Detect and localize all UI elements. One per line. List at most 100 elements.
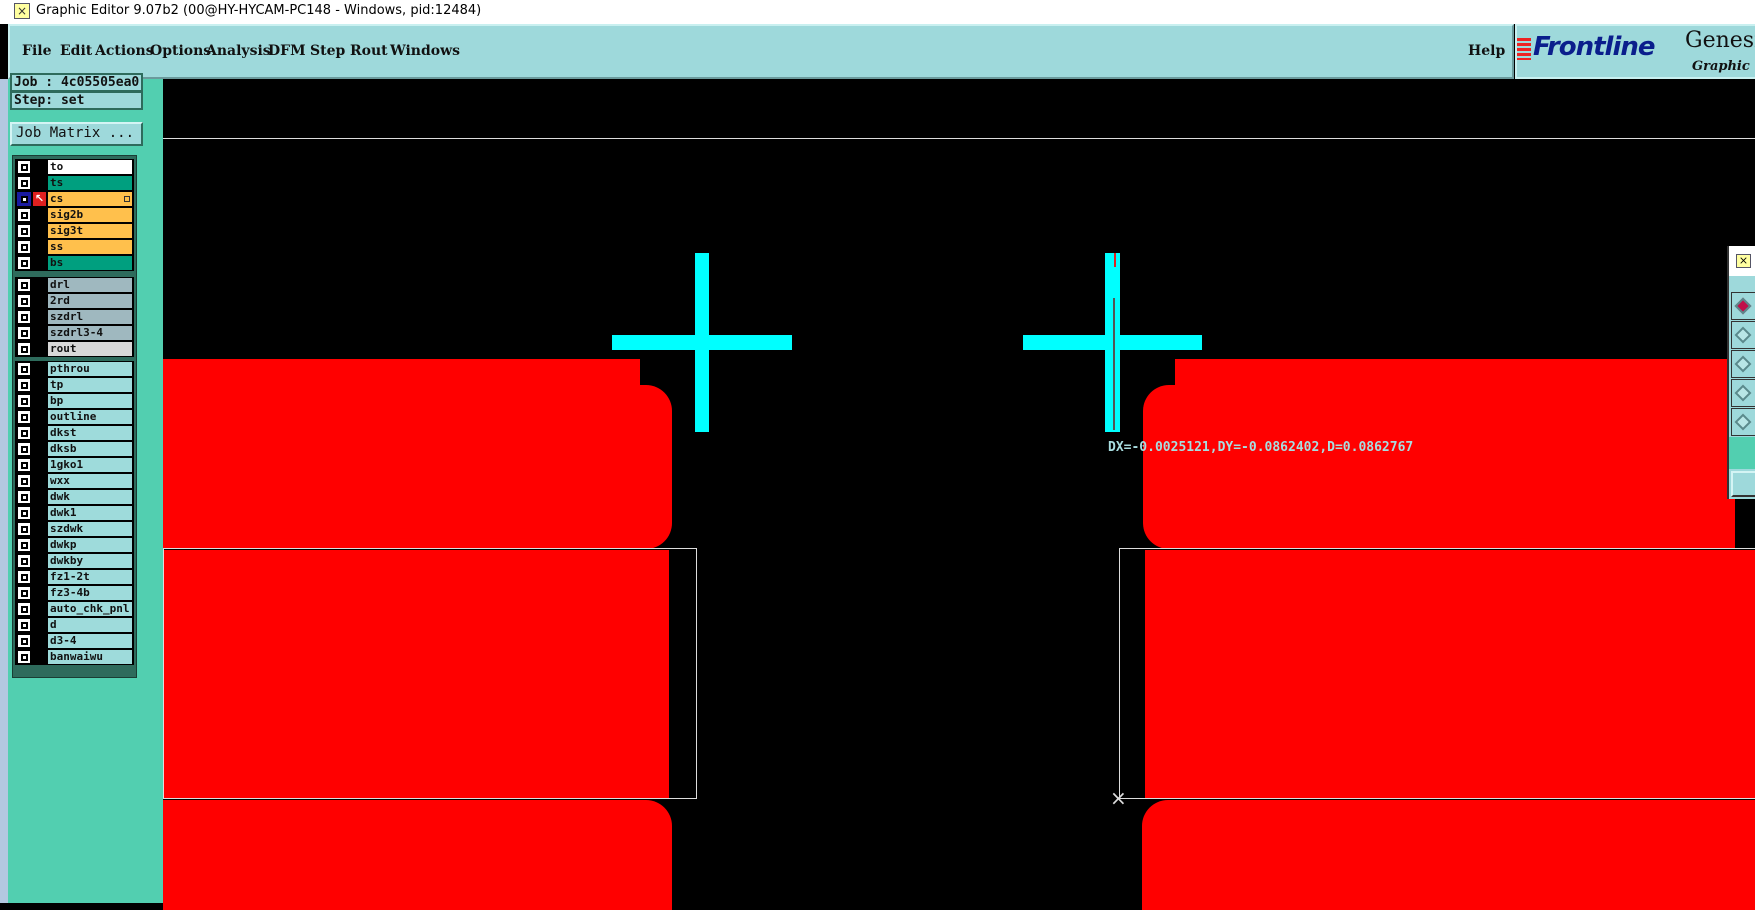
layer-name[interactable]: 2rd [48, 294, 132, 308]
layer-checkbox[interactable] [17, 160, 31, 174]
dialog-radio-4[interactable] [1731, 379, 1755, 407]
layer-row-dksb[interactable]: dksb [15, 441, 134, 457]
layer-name[interactable]: tp [48, 378, 132, 392]
layer-checkbox[interactable] [17, 224, 31, 238]
layer-row-outline[interactable]: outline [15, 409, 134, 425]
layer-name[interactable]: dwkp [48, 538, 132, 552]
layer-name[interactable]: szdwk [48, 522, 132, 536]
dialog-radio-2[interactable] [1731, 321, 1755, 349]
layer-name[interactable]: dwkby [48, 554, 132, 568]
layer-name[interactable]: dkst [48, 426, 132, 440]
layer-checkbox[interactable] [17, 208, 31, 222]
layer-row-bs[interactable]: bs [15, 255, 134, 271]
layer-checkbox[interactable] [17, 294, 31, 308]
layer-name[interactable]: cs [48, 192, 132, 206]
layer-row-sig2b[interactable]: sig2b [15, 207, 134, 223]
menu-actions[interactable]: Actions [95, 43, 154, 59]
menu-help[interactable]: Help [1468, 43, 1506, 59]
layer-checkbox[interactable] [17, 256, 31, 270]
layer-row-auto_chk_pnl[interactable]: auto_chk_pnl [15, 601, 134, 617]
menu-options[interactable]: Options [150, 43, 212, 59]
layer-checkbox[interactable] [17, 176, 31, 190]
layer-name[interactable]: dwk [48, 490, 132, 504]
layer-row-bp[interactable]: bp [15, 393, 134, 409]
layer-checkbox[interactable] [17, 458, 31, 472]
layer-checkbox[interactable] [17, 522, 31, 536]
layer-row-fz3-4b[interactable]: fz3-4b [15, 585, 134, 601]
layer-name[interactable]: sig3t [48, 224, 132, 238]
layer-row-tp[interactable]: tp [15, 377, 134, 393]
layer-name[interactable]: fz1-2t [48, 570, 132, 584]
layer-name[interactable]: dksb [48, 442, 132, 456]
layer-name[interactable]: outline [48, 410, 132, 424]
layer-checkbox[interactable] [17, 362, 31, 376]
layer-row-banwaiwu[interactable]: banwaiwu [15, 649, 134, 665]
layer-name[interactable]: wxx [48, 474, 132, 488]
layer-row-1gko1[interactable]: 1gko1 [15, 457, 134, 473]
layer-name[interactable]: drl [48, 278, 132, 292]
layer-name[interactable]: auto_chk_pnl [48, 602, 132, 616]
layer-row-wxx[interactable]: wxx [15, 473, 134, 489]
layer-checkbox[interactable] [17, 442, 31, 456]
menu-rout[interactable]: Rout [350, 43, 388, 59]
menu-windows[interactable]: Windows [390, 43, 461, 59]
layer-checkbox[interactable] [17, 634, 31, 648]
layer-name[interactable]: ss [48, 240, 132, 254]
layer-name[interactable]: rout [48, 342, 132, 356]
dialog-titlebar[interactable]: × [1729, 246, 1755, 276]
layer-row-dwk1[interactable]: dwk1 [15, 505, 134, 521]
layer-checkbox[interactable] [17, 394, 31, 408]
layer-checkbox[interactable] [17, 410, 31, 424]
layer-name[interactable]: dwk1 [48, 506, 132, 520]
layer-row-ts[interactable]: ts [15, 175, 134, 191]
layer-checkbox[interactable] [17, 618, 31, 632]
layer-row-szdrl3-4[interactable]: szdrl3-4 [15, 325, 134, 341]
layer-row-dwk[interactable]: dwk [15, 489, 134, 505]
layer-checkbox[interactable] [17, 278, 31, 292]
layer-checkbox[interactable] [17, 650, 31, 664]
layer-name[interactable]: d3-4 [48, 634, 132, 648]
layer-name[interactable]: bs [48, 256, 132, 270]
dialog-radio-5[interactable] [1731, 408, 1755, 436]
layer-name[interactable]: to [48, 160, 132, 174]
layer-row-ss[interactable]: ss [15, 239, 134, 255]
layer-checkbox[interactable] [17, 506, 31, 520]
menu-step[interactable]: Step [310, 43, 346, 59]
floating-dialog[interactable]: × [1727, 246, 1755, 499]
layer-row-dwkby[interactable]: dwkby [15, 553, 134, 569]
menu-edit[interactable]: Edit [60, 43, 93, 59]
layer-name[interactable]: d [48, 618, 132, 632]
layer-checkbox[interactable] [17, 490, 31, 504]
layer-checkbox[interactable] [17, 310, 31, 324]
menu-file[interactable]: File [22, 43, 52, 59]
dialog-button[interactable] [1731, 471, 1755, 497]
layer-name[interactable]: bp [48, 394, 132, 408]
layer-checkbox[interactable] [17, 426, 31, 440]
dialog-radio-3[interactable] [1731, 350, 1755, 378]
layer-row-rout[interactable]: rout [15, 341, 134, 357]
layer-name[interactable]: ts [48, 176, 132, 190]
layer-checkbox[interactable] [17, 554, 31, 568]
menu-dfm[interactable]: DFM [268, 43, 306, 59]
layer-checkbox[interactable] [17, 570, 31, 584]
layer-checkbox[interactable] [17, 342, 31, 356]
layer-row-to[interactable]: to [15, 159, 134, 175]
layer-row-cs[interactable]: ↖ cs [15, 191, 134, 207]
layer-checkbox[interactable] [17, 326, 31, 340]
dialog-radio-1[interactable] [1731, 292, 1755, 320]
layer-row-dwkp[interactable]: dwkp [15, 537, 134, 553]
layer-checkbox[interactable] [17, 192, 31, 206]
layer-checkbox[interactable] [17, 586, 31, 600]
layer-name[interactable]: sig2b [48, 208, 132, 222]
layer-row-d[interactable]: d [15, 617, 134, 633]
layer-row-szdwk[interactable]: szdwk [15, 521, 134, 537]
layer-name[interactable]: szdrl [48, 310, 132, 324]
layer-row-2rd[interactable]: 2rd [15, 293, 134, 309]
layer-name[interactable]: pthrou [48, 362, 132, 376]
layer-row-szdrl[interactable]: szdrl [15, 309, 134, 325]
layer-name[interactable]: banwaiwu [48, 650, 132, 664]
layer-row-sig3t[interactable]: sig3t [15, 223, 134, 239]
layer-checkbox[interactable] [17, 240, 31, 254]
layer-name[interactable]: fz3-4b [48, 586, 132, 600]
menu-analysis[interactable]: Analysis [206, 43, 271, 59]
